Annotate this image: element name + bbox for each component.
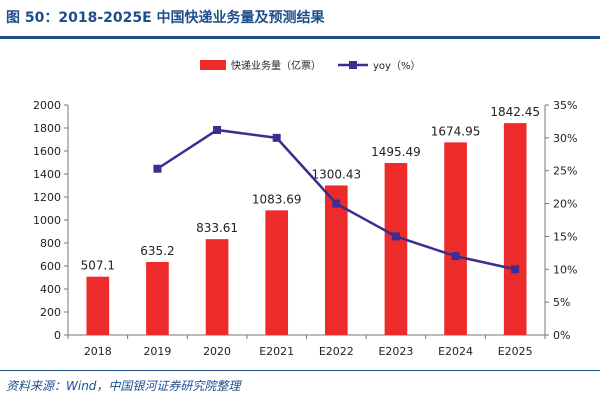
y-left-tick-label: 1600 — [33, 145, 61, 158]
bar-data-label: 635.2 — [140, 244, 174, 258]
x-tick-label: E2022 — [319, 345, 354, 358]
y-right-tick-label: 20% — [553, 198, 577, 211]
yoy-marker — [451, 252, 460, 261]
bar-data-label: 507.1 — [81, 259, 115, 273]
x-tick-label: E2025 — [498, 345, 533, 358]
y-right-tick-label: 10% — [553, 263, 577, 276]
yoy-marker — [511, 265, 520, 274]
chart-title: 图 50：2018-2025E 中国快递业务量及预测结果 — [6, 10, 325, 26]
bar — [444, 142, 467, 335]
bar — [146, 261, 169, 335]
bar — [86, 276, 110, 335]
x-tick-label: E2023 — [378, 345, 413, 358]
y-right-tick-label: 35% — [553, 99, 577, 112]
x-tick-label: E2024 — [438, 345, 473, 358]
bar — [384, 163, 408, 335]
bar — [265, 210, 289, 335]
y-right-tick-label: 30% — [553, 132, 577, 145]
y-right-tick-label: 15% — [553, 230, 577, 243]
y-left-tick-label: 1400 — [33, 168, 61, 181]
bar-data-label: 1495.49 — [371, 145, 421, 159]
bar-data-label: 1083.69 — [252, 192, 302, 206]
yoy-marker — [153, 164, 162, 173]
y-left-tick-label: 2000 — [33, 99, 61, 112]
bar — [324, 185, 348, 335]
bar-data-label: 1300.43 — [312, 167, 362, 181]
bar — [205, 239, 229, 335]
bar-data-label: 1842.45 — [490, 105, 540, 119]
yoy-marker — [332, 199, 341, 208]
bar — [503, 123, 527, 335]
y-left-tick-label: 600 — [40, 260, 61, 273]
legend-line-marker — [349, 61, 357, 69]
source-note: 资料来源：Wind，中国银河证券研究院整理 — [6, 379, 241, 393]
y-left-tick-label: 1800 — [33, 122, 61, 135]
x-tick-label: 2020 — [203, 345, 231, 358]
chart: 0 200 400 600 800 1000 1200 1400 1600 1800 2000 0% 5… — [33, 59, 577, 358]
bar-data-label: 1674.95 — [431, 124, 481, 138]
legend-line-label: yoy（%） — [373, 60, 420, 72]
y-left-tick-label: 0 — [54, 329, 61, 342]
bar-data-label: 833.61 — [196, 221, 238, 235]
x-tick-label: 2018 — [84, 345, 112, 358]
source-divider — [0, 370, 600, 371]
y-left-tick-label: 1200 — [33, 191, 61, 204]
y-left-tick-label: 1000 — [33, 214, 61, 227]
title-bar: 图 50：2018-2025E 中国快递业务量及预测结果 — [0, 0, 600, 36]
y-right-tick-label: 5% — [553, 296, 570, 309]
x-tick-label: 2019 — [143, 345, 171, 358]
yoy-marker — [391, 232, 400, 241]
y-left-tick-label: 800 — [40, 237, 61, 250]
y-left-tick-label: 200 — [40, 306, 61, 319]
y-left-tick-label: 400 — [40, 283, 61, 296]
title-divider — [0, 36, 600, 39]
x-tick-label: E2021 — [259, 345, 294, 358]
y-right-tick-label: 25% — [553, 165, 577, 178]
y-right-tick-label: 0% — [553, 329, 570, 342]
legend-bar-swatch — [200, 60, 226, 70]
legend-bar-label: 快递业务量（亿票） — [231, 59, 321, 72]
yoy-marker — [213, 125, 222, 134]
yoy-marker — [272, 133, 281, 142]
